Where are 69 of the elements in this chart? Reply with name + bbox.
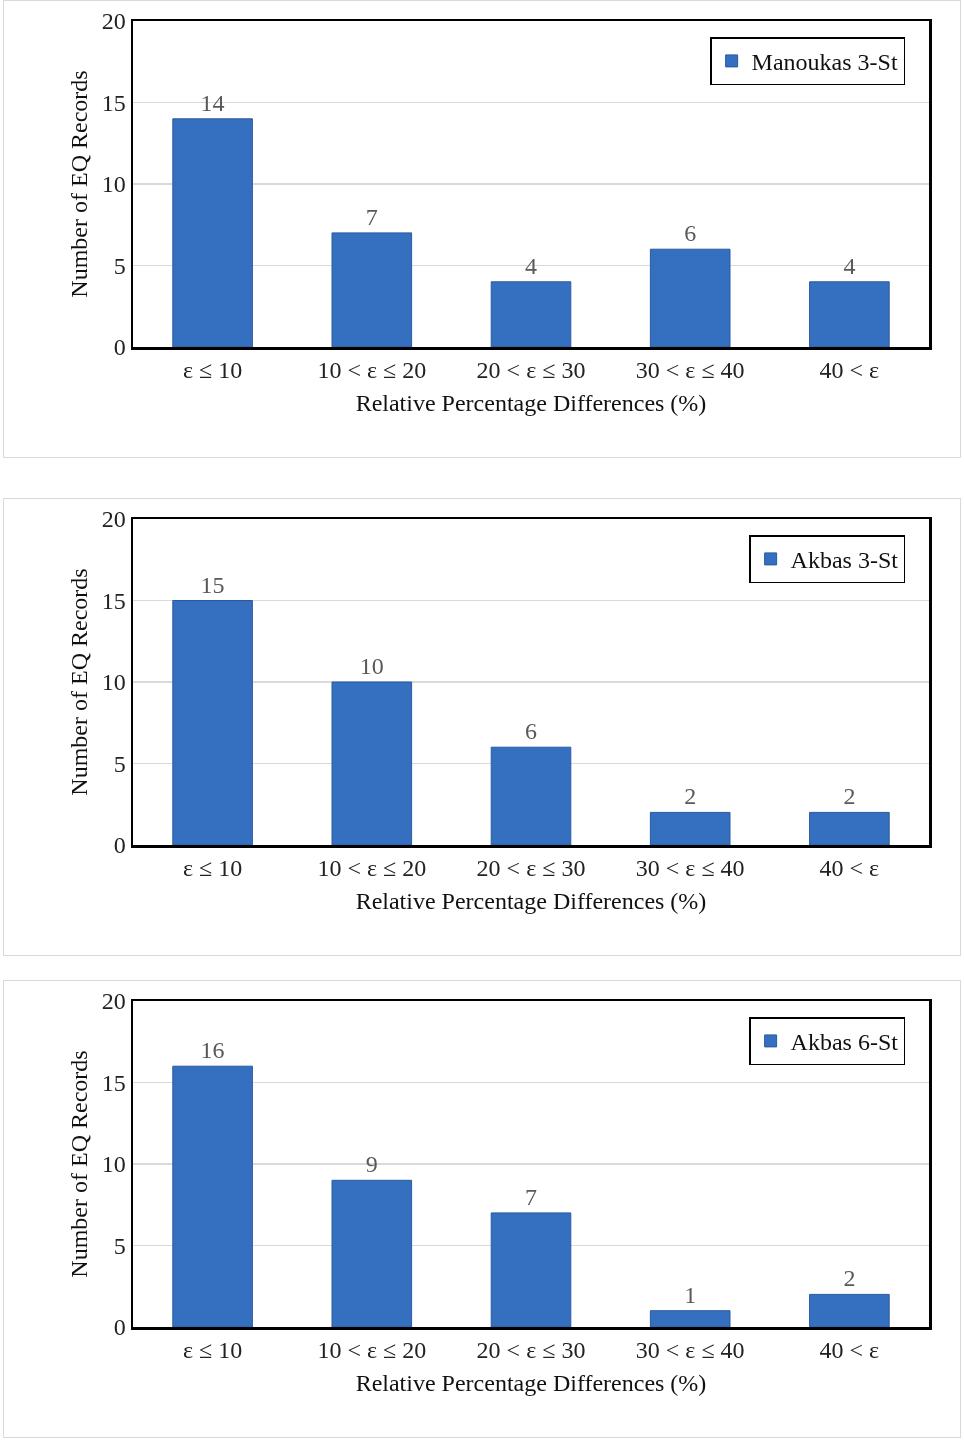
legend-label: Akbas 6-St bbox=[790, 1029, 899, 1056]
y-tick-label: 10 bbox=[101, 669, 126, 696]
y-tick-label: 0 bbox=[113, 832, 126, 859]
bar bbox=[809, 1293, 890, 1327]
data-label: 2 bbox=[684, 783, 697, 810]
y-tick-label: 10 bbox=[101, 171, 126, 198]
x-tick-label: 10 < ε ≤ 20 bbox=[317, 357, 427, 384]
y-tick-label: 10 bbox=[101, 1151, 126, 1178]
x-tick-label: 30 < ε ≤ 40 bbox=[635, 1337, 745, 1364]
data-label: 14 bbox=[200, 89, 225, 116]
bar bbox=[172, 600, 253, 845]
bar bbox=[649, 1310, 731, 1327]
y-tick-label: 15 bbox=[101, 587, 126, 614]
data-label: 6 bbox=[684, 220, 697, 247]
bar bbox=[490, 1212, 572, 1327]
x-tick-label: 20 < ε ≤ 30 bbox=[476, 1337, 586, 1364]
x-tick-label: 20 < ε ≤ 30 bbox=[476, 855, 586, 882]
y-axis-title: Number of EQ Records bbox=[65, 568, 92, 796]
data-label: 7 bbox=[365, 203, 378, 230]
x-tick-label: 10 < ε ≤ 20 bbox=[317, 855, 427, 882]
data-label: 2 bbox=[843, 1265, 856, 1292]
y-tick-label: 5 bbox=[113, 252, 126, 279]
bar bbox=[331, 232, 413, 347]
y-tick-label: 20 bbox=[101, 8, 126, 35]
data-label: 4 bbox=[525, 252, 537, 279]
bar bbox=[490, 281, 572, 347]
x-tick-label: ε ≤ 10 bbox=[182, 855, 243, 882]
y-axis-title: Number of EQ Records bbox=[65, 70, 92, 298]
y-tick-label: 5 bbox=[113, 1232, 126, 1259]
bar bbox=[172, 1065, 253, 1327]
y-tick-label: 20 bbox=[101, 506, 126, 533]
y-tick-label: 20 bbox=[101, 988, 126, 1015]
data-label: 6 bbox=[525, 718, 537, 745]
data-label: 4 bbox=[843, 252, 856, 279]
x-axis-title: Relative Percentage Differences (%) bbox=[355, 887, 707, 914]
data-label: 16 bbox=[200, 1037, 225, 1064]
bar bbox=[809, 281, 890, 347]
y-tick-label: 15 bbox=[101, 89, 126, 116]
bar bbox=[331, 1179, 413, 1327]
x-tick-label: ε ≤ 10 bbox=[182, 357, 243, 384]
x-tick-label: 40 < ε bbox=[819, 855, 880, 882]
data-label: 2 bbox=[843, 783, 856, 810]
y-tick-label: 0 bbox=[113, 1314, 126, 1341]
x-axis-title: Relative Percentage Differences (%) bbox=[355, 1369, 707, 1396]
x-tick-label: 20 < ε ≤ 30 bbox=[476, 357, 586, 384]
x-tick-label: 40 < ε bbox=[819, 1337, 880, 1364]
x-tick-label: ε ≤ 10 bbox=[182, 1337, 243, 1364]
bar bbox=[490, 746, 572, 845]
x-tick-label: 30 < ε ≤ 40 bbox=[635, 855, 745, 882]
data-label: 1 bbox=[684, 1281, 697, 1308]
y-axis-title: Number of EQ Records bbox=[65, 1050, 92, 1278]
bar bbox=[649, 248, 731, 347]
legend-label: Akbas 3-St bbox=[790, 547, 899, 574]
x-tick-label: 30 < ε ≤ 40 bbox=[635, 357, 745, 384]
x-axis-title: Relative Percentage Differences (%) bbox=[355, 389, 707, 416]
data-label: 9 bbox=[365, 1151, 378, 1178]
data-label: 7 bbox=[525, 1183, 537, 1210]
y-tick-label: 5 bbox=[113, 750, 126, 777]
bar bbox=[172, 118, 253, 347]
legend-label: Manoukas 3-St bbox=[751, 49, 898, 76]
x-tick-label: 40 < ε bbox=[819, 357, 880, 384]
bar bbox=[649, 811, 731, 845]
x-tick-label: 10 < ε ≤ 20 bbox=[317, 1337, 427, 1364]
y-tick-label: 15 bbox=[101, 1069, 126, 1096]
data-label: 15 bbox=[200, 571, 225, 598]
data-label: 10 bbox=[359, 653, 384, 679]
y-tick-label: 0 bbox=[113, 334, 126, 361]
bar bbox=[331, 681, 413, 845]
bar bbox=[809, 811, 890, 845]
